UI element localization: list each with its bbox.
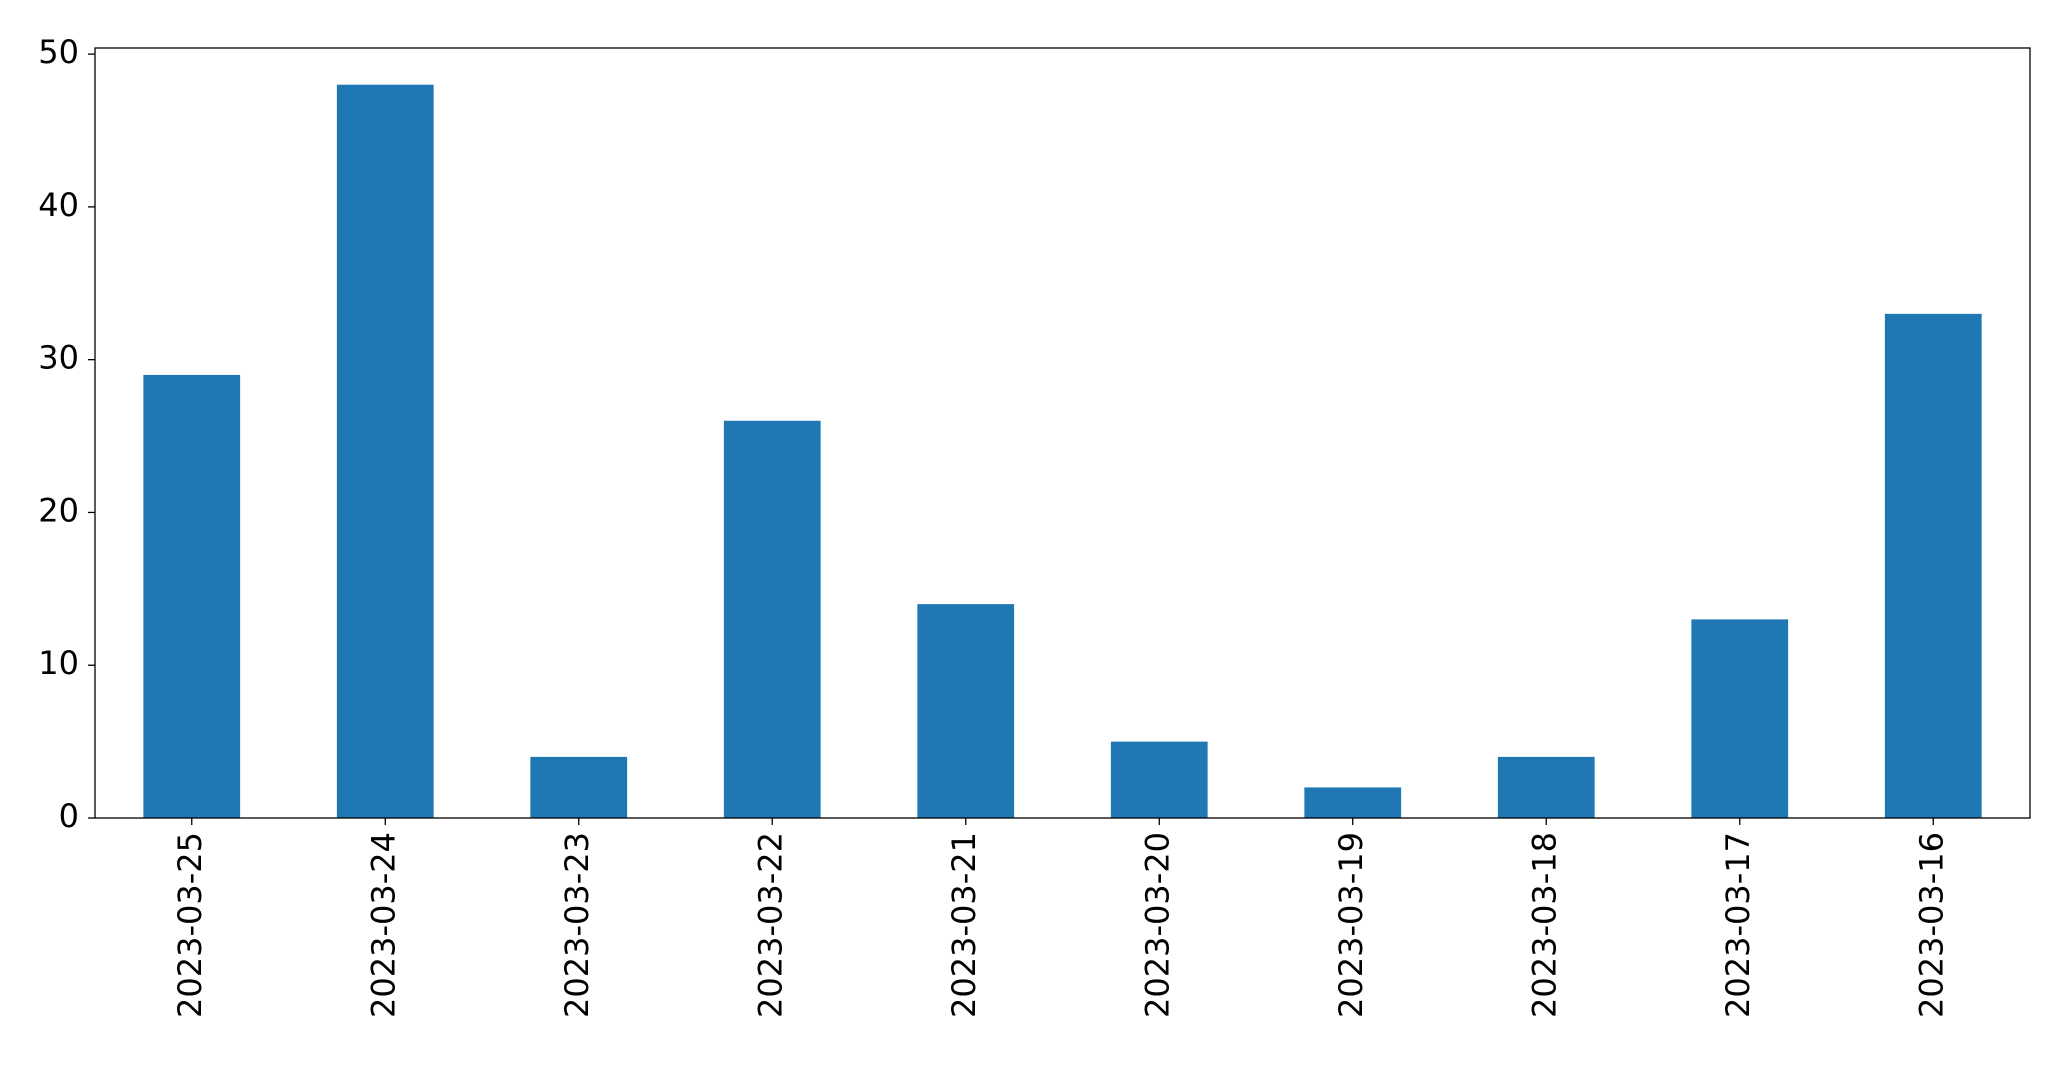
bar	[1304, 787, 1402, 818]
bar	[336, 84, 434, 818]
x-tick-label: 2023-03-20	[1138, 832, 1176, 1018]
bar	[1691, 619, 1789, 818]
bar	[530, 756, 628, 818]
plot-frame	[94, 47, 2031, 819]
y-tick-label: 20	[38, 491, 79, 529]
x-tick-label: 2023-03-17	[1719, 832, 1757, 1018]
x-tick-label: 2023-03-16	[1912, 832, 1950, 1018]
y-tick-label: 0	[59, 797, 79, 835]
y-tick-label: 40	[38, 186, 79, 224]
x-tick-label: 2023-03-25	[171, 832, 209, 1018]
bar	[1497, 756, 1595, 818]
y-tick-label: 50	[38, 33, 79, 71]
y-tick-label: 30	[38, 339, 79, 377]
x-tick-label: 2023-03-23	[558, 832, 596, 1018]
x-tick-label: 2023-03-24	[364, 832, 402, 1018]
x-tick-label: 2023-03-22	[751, 832, 789, 1018]
bar	[917, 604, 1015, 818]
bar	[1110, 741, 1208, 818]
y-tick-label: 10	[38, 644, 79, 682]
x-tick-label: 2023-03-18	[1525, 832, 1563, 1018]
bar	[143, 374, 241, 818]
bar	[1884, 313, 1982, 818]
x-tick-label: 2023-03-21	[945, 832, 983, 1018]
bar	[723, 420, 821, 818]
x-tick-label: 2023-03-19	[1332, 832, 1370, 1018]
